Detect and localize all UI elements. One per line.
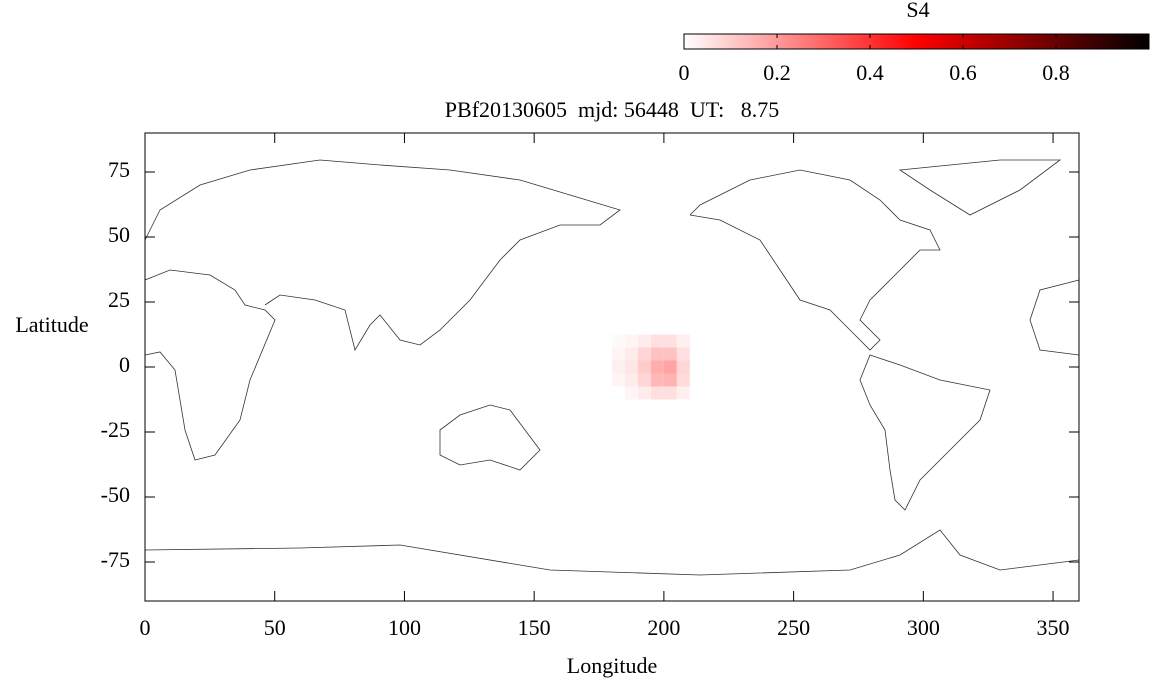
coastline	[144, 159, 621, 352]
x-tick-label: 0	[140, 615, 151, 640]
colorbar-tick-label: 0.6	[949, 60, 977, 85]
heatmap-cell	[612, 334, 625, 348]
y-tick-label: -25	[101, 417, 130, 442]
heatmap-cell	[650, 373, 664, 387]
colorbar-tick-label: 0.8	[1042, 60, 1070, 85]
heatmap-cell	[637, 347, 651, 361]
heatmap-cell	[624, 386, 638, 400]
heatmap-cell	[624, 334, 638, 348]
coastline	[1029, 279, 1080, 356]
heatmap-cell	[676, 360, 690, 374]
heatmap-cell	[637, 334, 651, 348]
heatmap-cell	[663, 373, 677, 387]
chart-title: PBf20130605 mjd: 56448 UT: 8.75	[445, 97, 779, 122]
heatmap-cell	[637, 386, 651, 400]
heatmap-cell	[650, 347, 664, 361]
colorbar-tick-label: 0.4	[856, 60, 884, 85]
y-tick-label: -75	[101, 547, 130, 572]
x-tick-label: 300	[907, 615, 940, 640]
colorbar-title: S4	[906, 0, 929, 22]
heatmap-cell	[650, 360, 664, 374]
y-tick-label: -50	[101, 482, 130, 507]
heatmap	[612, 334, 690, 400]
y-tick-label: 75	[108, 157, 130, 182]
heatmap-cell	[663, 386, 677, 400]
heatmap-cell	[663, 334, 677, 348]
heatmap-cell	[676, 347, 690, 361]
heatmap-cell	[676, 373, 690, 387]
coastline	[144, 269, 276, 461]
x-tick-label: 350	[1037, 615, 1070, 640]
coastlines	[144, 159, 1080, 576]
x-tick-label: 50	[264, 615, 286, 640]
x-axis-label: Longitude	[567, 653, 657, 678]
coastline	[859, 354, 991, 511]
colorbar-tick-label: 0	[679, 60, 690, 85]
y-axis-label: Latitude	[15, 312, 88, 337]
heatmap-cell	[612, 360, 625, 374]
heatmap-cell	[676, 386, 690, 400]
y-tick-label: 25	[108, 287, 130, 312]
coastline	[898, 159, 1062, 216]
heatmap-cell	[612, 347, 625, 361]
x-tick-label: 150	[518, 615, 551, 640]
x-tick-label: 200	[647, 615, 680, 640]
coastline	[689, 169, 941, 351]
x-tick-label: 100	[388, 615, 421, 640]
heatmap-cell	[637, 360, 651, 374]
heatmap-cell	[624, 373, 638, 387]
heatmap-cell	[624, 360, 638, 374]
y-tick-label: 50	[108, 222, 130, 247]
heatmap-cell	[650, 334, 664, 348]
heatmap-cell	[612, 386, 625, 400]
coastline	[144, 529, 1080, 576]
heatmap-cell	[663, 347, 677, 361]
coastline	[439, 404, 541, 471]
heatmap-cell	[663, 360, 677, 374]
colorbar	[683, 33, 1150, 50]
heatmap-cell	[676, 334, 690, 348]
heatmap-cell	[624, 347, 638, 361]
x-tick-label: 250	[777, 615, 810, 640]
y-tick-label: 0	[119, 352, 130, 377]
heatmap-cell	[612, 373, 625, 387]
heatmap-cell	[650, 386, 664, 400]
colorbar-tick-label: 0.2	[763, 60, 791, 85]
heatmap-cell	[637, 373, 651, 387]
